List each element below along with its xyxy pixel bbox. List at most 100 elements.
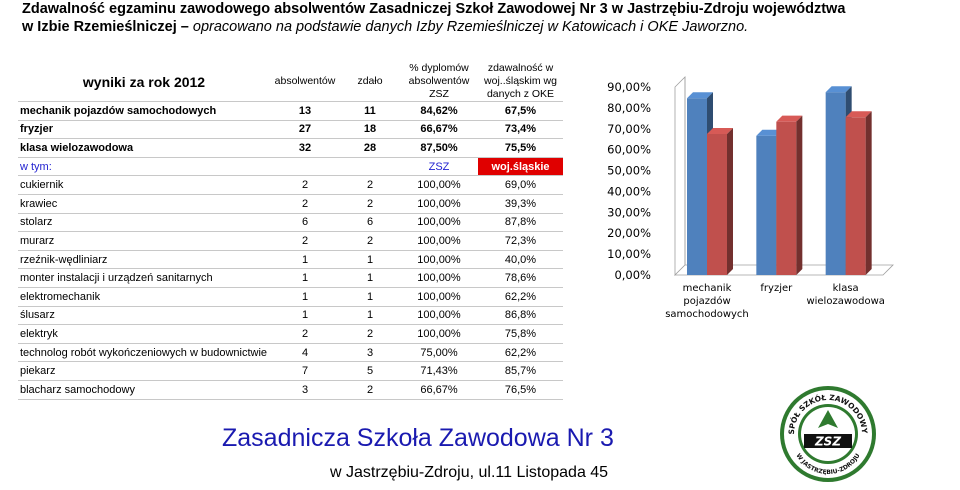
cell-zdalo: 18 [340,120,400,140]
header-line-2-dash: – [180,19,189,35]
cell-name: fryzjer [18,120,270,140]
cell-pct-dyplomow: 100,00% [400,194,478,214]
cell-pct-dyplomow: 100,00% [400,306,478,326]
col-header-zdalo: zdało [340,62,400,102]
bar-top [776,115,803,122]
y-tick-label: 60,00% [607,143,651,157]
cell-name: blacharz samochodowy [18,380,270,400]
cell-zdawalnosc: 62,2% [478,343,563,363]
y-tick-label: 70,00% [607,122,651,136]
cell-pct-dyplomow: 100,00% [400,250,478,270]
cell-absolwentow: 2 [270,231,340,251]
cell-pct-dyplomow: 100,00% [400,324,478,344]
page-header: Zdawalność egzaminu zawodowego absolwent… [22,0,952,36]
bar [776,121,797,275]
bar [845,117,866,276]
cell-zdawalnosc: 67,5% [478,101,563,121]
cell-zdawalnosc: 72,3% [478,231,563,251]
table-row: murarz 2 2 100,00% 72,3% [18,231,563,251]
cell-pct-dyplomow: 71,43% [400,361,478,381]
table-row: cukiernik 2 2 100,00% 69,0% [18,175,563,195]
cell-absolwentow: 7 [270,361,340,381]
table-row: elektromechanik 1 1 100,00% 62,2% [18,287,563,307]
cell-absolwentow: 13 [270,101,340,121]
cell-absolwentow: 27 [270,120,340,140]
bar-side [865,111,872,276]
cell-name: monter instalacji i urządzeń sanitarnych [18,268,270,288]
bar-top [707,128,733,134]
cell-absolwentow: 4 [270,343,340,363]
cell-zdalo: 2 [340,194,400,214]
cell-zdawalnosc: 86,8% [478,306,563,326]
col-header-dyplomow: % dyplomów absolwentów ZSZ [400,62,478,102]
x-tick-label: pojazdów [683,295,730,307]
cell-zdalo: 1 [340,287,400,307]
cell-name: elektryk [18,324,270,344]
y-tick-label: 20,00% [607,226,651,240]
table-title: wyniki za rok 2012 [18,62,270,102]
cell-pct-dyplomow: 66,67% [400,380,478,400]
cell-absolwentow: 6 [270,213,340,233]
header-line-2-bold: w Izbie Rzemieślniczej [22,19,177,35]
cell-zdawalnosc: 75,8% [478,324,563,344]
cell-zdawalnosc: 39,3% [478,194,563,214]
cell-name: elektromechanik [18,287,270,307]
cell-zdalo: 1 [340,306,400,326]
y-tick-label: 90,00% [607,80,651,94]
y-tick-label: 0,00% [614,268,651,282]
y-tick-label: 10,00% [607,247,651,261]
bar-top [756,129,783,136]
school-logo: ZESPÓŁ SZKÓŁ ZAWODOWYCH W JASTRZĘBIU-ZDR… [778,384,876,482]
cell-name: krawiec [18,194,270,214]
results-chart: 0,00% 10,00% 20,00% 30,00% 40,00% 50,00% 60,00… [607,76,894,320]
cell-zdawalnosc: 62,2% [478,287,563,307]
cell-zdalo: 2 [340,175,400,195]
cell-zdalo: 1 [340,268,400,288]
subheader-empty [340,157,400,177]
cell-pct-dyplomow: 100,00% [400,231,478,251]
results-table: wyniki za rok 2012 absolwentów zdało % d… [18,62,563,400]
bar [687,98,707,275]
bar-side [727,128,733,275]
table-row: krawiec 2 2 100,00% 39,3% [18,194,563,214]
x-tick-label: fryzjer [760,283,793,294]
cell-pct-dyplomow: 75,00% [400,343,478,363]
cell-zdalo: 3 [340,343,400,363]
x-tick-label: wielozawodowa [806,296,884,307]
cell-absolwentow: 1 [270,250,340,270]
header-line-1: Zdawalność egzaminu zawodowego absolwent… [22,1,846,17]
cell-zdalo: 2 [340,324,400,344]
cell-zdawalnosc: 78,6% [478,268,563,288]
cell-name: piekarz [18,361,270,381]
table-row: klasa wielozawodowa 32 28 87,50% 75,5% [18,138,563,158]
cell-zdalo: 1 [340,250,400,270]
x-tick-label: samochodowych [665,309,749,320]
x-tick-label: klasa [833,283,859,294]
cell-absolwentow: 1 [270,287,340,307]
cell-absolwentow: 2 [270,324,340,344]
bar-top [825,86,852,93]
logo-text-center: ZSZ [814,435,841,449]
bar [825,92,846,275]
cell-name: rzeźnik-wędliniarz [18,250,270,270]
cell-pct-dyplomow: 100,00% [400,287,478,307]
cell-zdawalnosc: 40,0% [478,250,563,270]
table-row: mechanik pojazdów samochodowych 13 11 84,62… [18,101,563,121]
col-header-zdawalnosc: zdawalność w woj..śląskim wg danych z OK… [478,62,563,102]
cell-zdalo: 6 [340,213,400,233]
y-tick-label: 80,00% [607,101,651,115]
table-row: technolog robót wykończeniowych w budown… [18,343,563,363]
cell-absolwentow: 32 [270,138,340,158]
y-tick-label: 50,00% [607,164,651,178]
table-header-row: wyniki za rok 2012 absolwentów zdało % d… [18,62,563,102]
cell-name: stolarz [18,213,270,233]
cell-zdawalnosc: 76,5% [478,380,563,400]
logo-center-bar [804,434,852,448]
y-tick-label: 30,00% [607,205,651,219]
cell-zdalo: 2 [340,231,400,251]
cell-name: technolog robót wykończeniowych w budown… [18,343,270,363]
cell-absolwentow: 2 [270,194,340,214]
subheader-zsz: ZSZ [400,157,478,177]
cell-absolwentow: 3 [270,380,340,400]
logo-emblem-icon [818,410,838,428]
